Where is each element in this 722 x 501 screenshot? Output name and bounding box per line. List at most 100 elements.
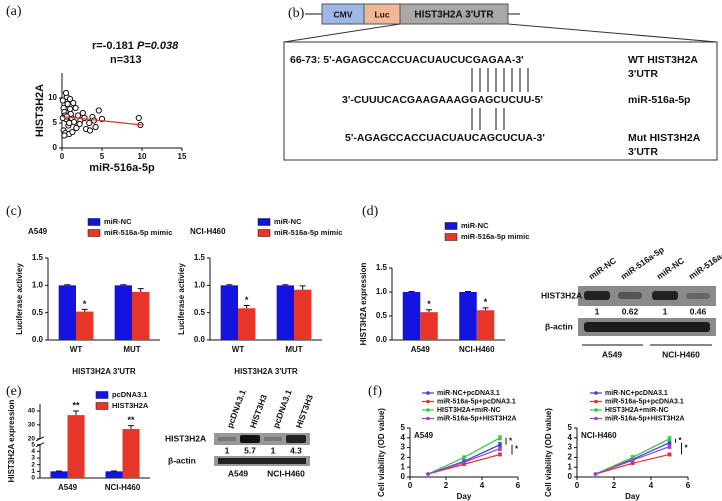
bar: [459, 292, 477, 340]
band: [240, 435, 260, 443]
error-bar: [64, 284, 71, 286]
band: [218, 458, 306, 464]
x-tick-label: 6: [516, 481, 521, 490]
legend-swatch: [87, 229, 101, 237]
point: [79, 109, 86, 117]
wt-sequence: 66-73: 5'-AGAGCCACCUACUAUCUCGAGAA-3': [290, 54, 524, 66]
point: [498, 436, 502, 440]
significance: *: [515, 445, 519, 454]
blot-d: HIST3H2A β-actin miR-NC miR-516a-5p miR-…: [541, 244, 722, 359]
significance: *: [245, 295, 249, 305]
legend-label: miR-NC+pcDNA3.1: [605, 390, 668, 397]
point: [462, 455, 466, 460]
point: [667, 452, 672, 457]
luc-label: Luc: [374, 9, 389, 19]
point: [498, 446, 502, 451]
y-tick-label: 2: [401, 453, 406, 462]
lane-label: HIST3H3: [248, 393, 269, 430]
point: [70, 99, 77, 107]
y-tick-label: 1.5: [194, 253, 206, 262]
point: [498, 452, 502, 457]
bar: [276, 285, 294, 340]
point: [667, 444, 672, 449]
x-axis-label: miR-516a-5p: [89, 162, 155, 174]
legend-label: HIST3H2A+miR-NC: [437, 407, 501, 414]
panel-label: (e): [6, 384, 22, 399]
blot-e: HIST3H2A β-actin pcDNA3.1 HIST3H3 pcDNA3…: [165, 388, 315, 478]
utr-label: HIST3H2A 3'UTR: [414, 10, 494, 21]
legend-marker: [594, 391, 598, 395]
wt-label: WT HIST3H2A: [628, 54, 698, 66]
bar: [50, 471, 68, 478]
significance: *: [484, 297, 488, 307]
band: [686, 293, 710, 299]
y-tick-label: 1: [31, 468, 35, 475]
wt-label: 3'UTR: [628, 68, 658, 80]
legend-marker: [594, 399, 598, 404]
y-tick-label: 5: [568, 423, 573, 432]
legend-label: miR-NC+pcDNA3.1: [437, 390, 500, 397]
mut-label: Mut HIST3H2A: [628, 132, 701, 144]
bar: [294, 289, 312, 340]
mir-sequence: 3'-CUUUCACGAAGAAAGGAGCUCUU-5': [342, 94, 543, 106]
point: [81, 114, 88, 122]
x-tick-label: 0: [408, 481, 413, 490]
stat-label: n=313: [110, 54, 142, 66]
point: [426, 472, 430, 476]
x-tick-label: 4: [649, 481, 654, 490]
zoom-line: [507, 23, 718, 43]
x-tick-label: 15: [178, 152, 187, 161]
panel-label: (c): [6, 204, 22, 219]
legend-marker: [426, 391, 430, 395]
x-tick-label: WT: [232, 345, 245, 354]
y-tick-label: 0.0: [376, 335, 388, 344]
y-axis-label: Cell viability (OD value): [544, 408, 553, 497]
x-tick-label: WT: [70, 345, 83, 354]
stat-label: r=-0.181: [92, 40, 134, 52]
lane-label: HIST3H3: [294, 393, 315, 430]
row-label: HIST3H2A: [541, 290, 582, 300]
legend-label: miR-516a-5p+pcDNA3.1: [437, 398, 516, 405]
bar: [132, 291, 150, 340]
bar: [476, 310, 495, 340]
y-tick-label: 0.0: [32, 335, 44, 344]
y-tick-label: 1: [568, 462, 573, 471]
bar: [76, 311, 94, 340]
error-bar: [243, 305, 250, 309]
lane-label: pcDNA3.1: [271, 388, 294, 429]
significance: **: [128, 415, 136, 425]
y-axis-label: Cell viability (OD value): [377, 408, 386, 497]
y-tick-label: 1.0: [376, 287, 388, 296]
x-tick-label: NCI-H460: [105, 483, 141, 492]
x-tick-label: A549: [58, 483, 78, 492]
y-axis-label: HIST3H2A expression: [7, 399, 16, 482]
y-tick-label: 3: [401, 443, 406, 452]
fit-line: [61, 115, 143, 126]
significance: *: [509, 436, 513, 445]
y-tick-label: 0.5: [194, 308, 206, 317]
legend-label: miR-516a-5p mimic: [104, 228, 172, 237]
point: [76, 120, 83, 128]
x-tick-label: 0: [60, 152, 65, 161]
y-tick-label: 0.0: [194, 335, 206, 344]
x-tick-label: 2: [612, 481, 617, 490]
panel-label: (b): [288, 6, 305, 21]
point: [593, 472, 598, 476]
legend-marker: [426, 408, 430, 412]
x-tick-label: MUT: [123, 345, 140, 354]
group-label: A549: [228, 468, 249, 478]
error-bar: [226, 284, 233, 286]
y-tick-label: 20: [28, 435, 36, 442]
point: [61, 132, 68, 139]
legend-marker: [594, 416, 598, 421]
stat-label: P=0.038: [137, 40, 179, 52]
legend-swatch: [444, 233, 458, 241]
significance: *: [83, 299, 87, 309]
bar: [220, 285, 238, 340]
y-tick-label: 2: [568, 453, 573, 462]
point: [73, 124, 80, 132]
chart-title: NCI-H460: [190, 227, 226, 236]
point: [86, 127, 94, 134]
point: [135, 114, 142, 122]
